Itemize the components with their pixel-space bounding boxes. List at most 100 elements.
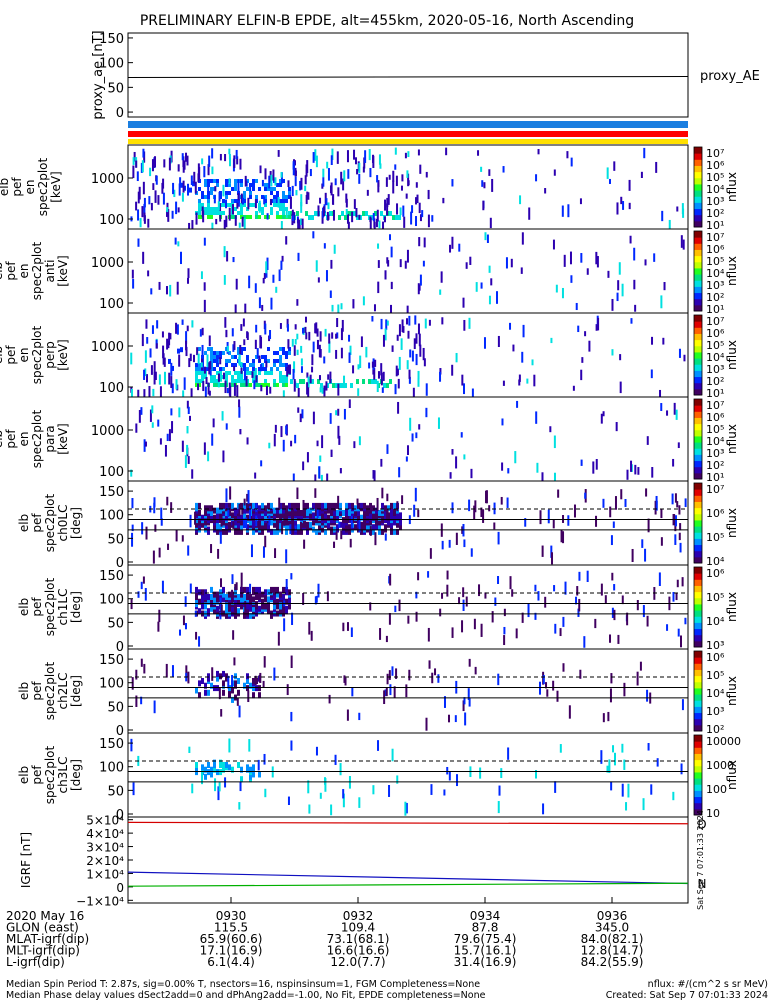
pitch-pixel [381, 502, 384, 509]
spectrogram-pixel [222, 372, 225, 380]
spectrogram-pixel [210, 211, 213, 215]
pitch-pixel [194, 511, 197, 525]
pitch-pixel [204, 766, 207, 773]
spectrogram-pixel [152, 183, 155, 191]
spectrogram-pixel [219, 355, 222, 359]
spectrogram-pixel [276, 359, 279, 363]
colorbar-segment [694, 747, 702, 754]
spectrogram-pixel [131, 269, 134, 279]
y-axis-label: [deg] [69, 507, 83, 539]
y-axis-label: elb [17, 598, 31, 616]
pitch-pixel [258, 505, 261, 512]
spectrogram-pixel [236, 202, 239, 209]
pitch-pixel [252, 769, 255, 776]
spectrogram-pixel [225, 191, 228, 195]
pitch-pixel [246, 685, 249, 692]
pitch-pixel [216, 507, 219, 514]
pitch-pixel [219, 532, 222, 544]
spectrogram-pixel [379, 163, 382, 169]
spectrogram-pixel [263, 272, 266, 279]
pitch-pixel [161, 580, 164, 594]
spectrogram-pixel [659, 389, 662, 398]
pitch-pixel [225, 762, 228, 768]
spectrogram-pixel [279, 207, 282, 211]
spectrogram-pixel [470, 468, 473, 479]
colorbar-segment [694, 292, 702, 300]
spectrogram-pixel [225, 215, 228, 228]
pitch-pixel [195, 591, 198, 598]
spectrogram-pixel [201, 158, 204, 165]
pitch-pixel [219, 589, 222, 596]
spectrogram-pixel [207, 207, 210, 211]
spectrogram-pixel [282, 191, 285, 195]
colorbar-segment [694, 603, 702, 611]
pitch-pixel [666, 624, 669, 631]
pitch-pixel [246, 586, 249, 593]
pitch-pixel [270, 586, 273, 593]
pitch-pixel [617, 634, 620, 644]
spectrogram-pixel [236, 156, 239, 165]
spectrogram-pixel [142, 181, 145, 195]
pitch-pixel [285, 524, 288, 531]
colorbar-tick: 10³ [706, 705, 724, 718]
ephemeris-value: 87.8 [472, 921, 499, 935]
pitch-pixel [441, 592, 444, 599]
pitch-pixel [276, 598, 279, 605]
spectrogram-pixel [212, 418, 215, 428]
spectrogram-pixel [178, 407, 181, 418]
colorbar-segment [694, 315, 702, 322]
pitch-pixel [498, 785, 501, 796]
pitch-pixel [390, 502, 393, 509]
spectrogram-pixel [244, 303, 247, 314]
spectrogram-pixel [261, 304, 264, 311]
spectrogram-pixel [225, 359, 228, 363]
pitch-pixel [567, 515, 570, 526]
pitch-pixel [315, 746, 318, 756]
colorbar-tick: 10⁶ [706, 411, 725, 424]
spectrogram-pixel [510, 258, 513, 268]
spectrogram-pixel [440, 271, 443, 283]
colorbar-segment [694, 339, 702, 347]
spectrogram-pixel [233, 155, 236, 168]
y-axis-label: pef [4, 429, 18, 449]
colorbar-segment [694, 532, 702, 539]
spectrogram-pixel [415, 182, 418, 188]
pitch-pixel [658, 572, 661, 586]
pitch-pixel [234, 598, 237, 605]
spectrogram-pixel [282, 383, 285, 387]
footer-left-2: Median Phase delay values dSect2add=0 an… [6, 990, 486, 1000]
spectrogram-pixel [226, 251, 229, 262]
spectrogram-pixel [258, 215, 261, 219]
spectrogram-pixel [600, 413, 603, 424]
spectrogram-pixel [169, 333, 172, 340]
spectrogram-pixel [483, 337, 486, 349]
y-axis-label: anti [43, 260, 57, 283]
spectrogram-pixel [149, 348, 152, 358]
pitch-pixel [219, 597, 222, 612]
pitch-pixel [646, 615, 649, 627]
pitch-pixel [562, 663, 565, 672]
pitch-pixel [255, 586, 258, 593]
spectrogram-pixel [380, 318, 383, 330]
spectrogram-pixel [157, 195, 160, 205]
spectrogram-pixel [249, 363, 252, 367]
pitch-pixel [249, 598, 252, 605]
spectrogram-pixel [651, 467, 654, 478]
spectrogram-pixel [290, 440, 293, 447]
pitch-pixel [231, 605, 234, 612]
y-axis-label: spec2plot [30, 325, 44, 384]
pitch-pixel [234, 584, 237, 591]
spectrogram-pixel [240, 183, 243, 187]
pitch-pixel [273, 528, 276, 535]
spectrogram-pixel [362, 166, 365, 173]
spectrogram-pixel [182, 390, 185, 398]
spectrogram-pixel [263, 196, 266, 205]
spectrogram-pixel [216, 355, 219, 359]
colorbar-segment [694, 454, 702, 462]
spectrogram-pixel [349, 345, 352, 355]
pitch-pixel [660, 508, 663, 519]
pitch-pixel [276, 524, 279, 531]
pitch-pixel [552, 680, 555, 691]
spectrogram-pixel [292, 369, 295, 380]
spectrogram-pixel [261, 207, 264, 211]
